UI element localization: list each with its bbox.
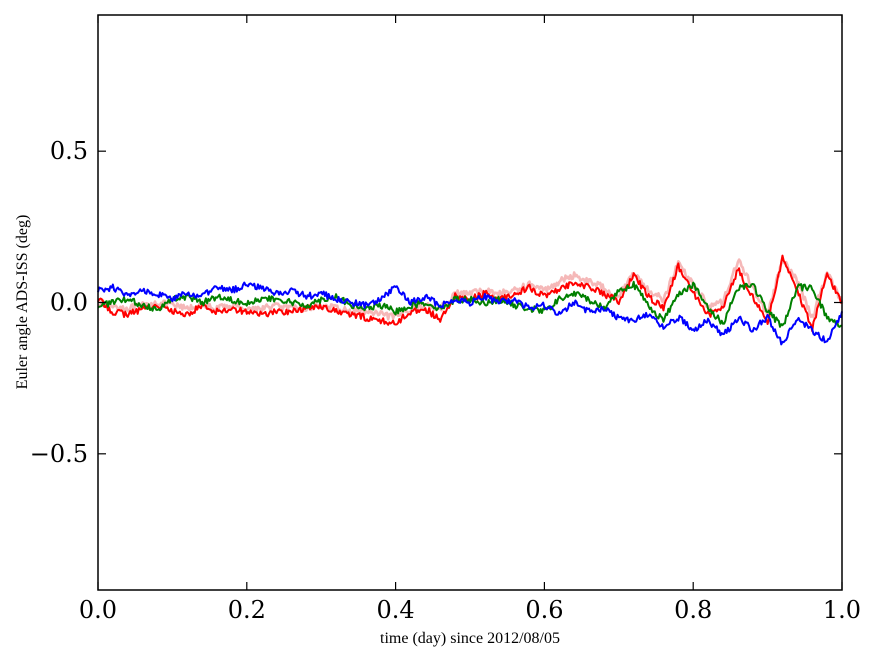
x-tick-label: 1.0 [823,596,861,624]
x-tick-label: 0.8 [674,596,712,624]
series-layer [97,254,844,346]
series-line-4 [97,281,843,346]
x-axis-label: time (day) since 2012/08/05 [380,630,560,647]
x-ticks: 0.0 0.2 0.4 0.6 0.8 1.0 [79,15,861,624]
y-tick-label: −0.5 [30,440,88,468]
series-line-1 [97,258,844,321]
x-tick-label: 0.6 [525,596,563,624]
y-axis-label: Euler angle ADS-ISS (deg) [14,215,31,390]
y-ticks: 0.5 0.0 −0.5 [30,137,842,468]
y-tick-label: 0.0 [50,289,88,317]
x-tick-label: 0.4 [377,596,415,624]
series-line-3 [97,280,843,328]
y-tick-label: 0.5 [50,137,88,165]
x-tick-label: 0.2 [228,596,266,624]
x-tick-label: 0.0 [79,596,117,624]
